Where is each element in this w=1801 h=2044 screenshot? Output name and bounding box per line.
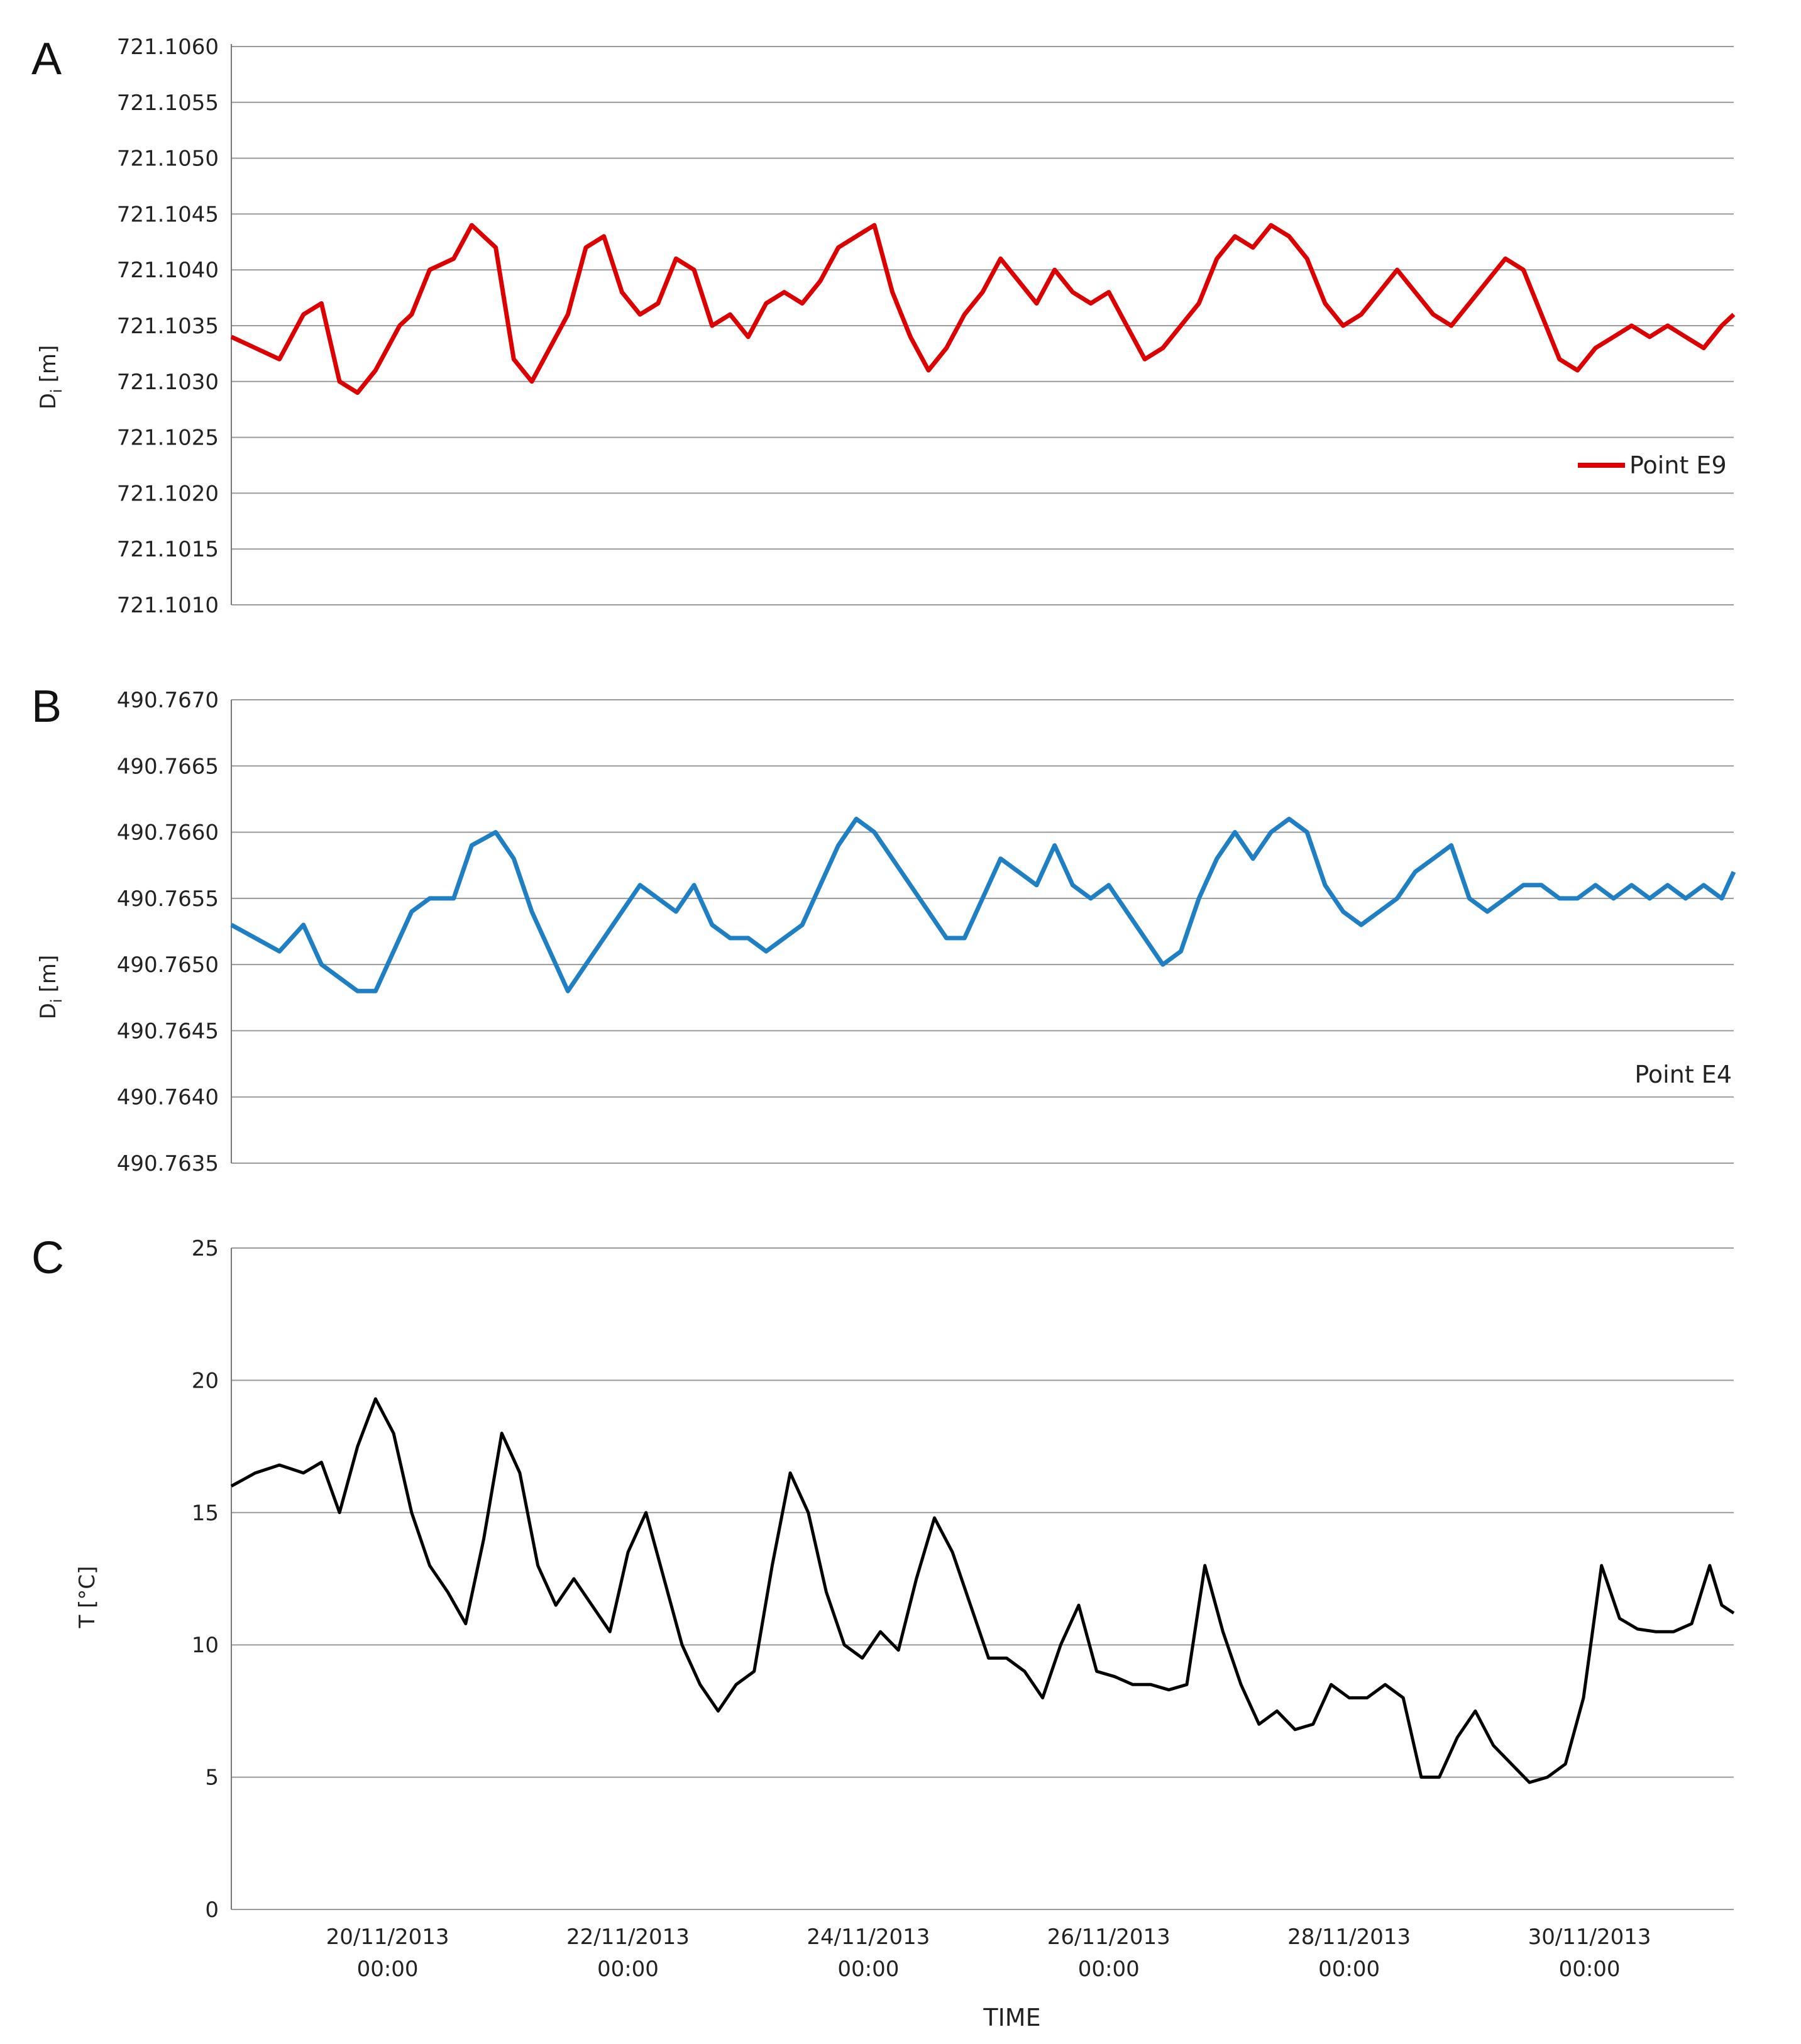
- panel-c-x-axis-label: TIME: [983, 2004, 1040, 2031]
- panel-c-y-tick-label: 5: [205, 1765, 219, 1791]
- panel-c-gridlines: [231, 1247, 1734, 1910]
- panel-c-x-tick-date: 24/11/2013: [807, 1925, 930, 1950]
- panel-c-y-tick-labels: 0 5 10 15 20 25: [192, 1236, 219, 1923]
- panel-a-legend-label: Point E9: [1629, 451, 1727, 479]
- panel-b: B 490.7635490.7640490.7645490.7650490.76…: [31, 682, 1736, 1176]
- panel-c-x-tick-time: 00:00: [357, 1957, 419, 1982]
- panel-c-y-tick-label: 10: [192, 1633, 219, 1658]
- panel-c-x-tick-time: 00:00: [1318, 1957, 1380, 1982]
- panel-b-y-tick-label: 490.7645: [117, 1019, 219, 1044]
- panel-a: A 721.1010721.1015721.1020721.1025721.10…: [31, 34, 1736, 618]
- panel-letter-c: C: [31, 1233, 64, 1283]
- panel-c-series-line: [230, 1397, 1735, 1784]
- panel-b-y-axis-label: Di[m]: [36, 955, 65, 1020]
- panel-c-x-tick-date: 30/11/2013: [1528, 1925, 1651, 1950]
- panel-a-y-tick-label: 721.1040: [117, 258, 219, 283]
- panel-c-x-tick-time: 00:00: [1078, 1957, 1140, 1982]
- panel-b-series: [230, 817, 1736, 993]
- panel-a-series-line: [230, 223, 1736, 395]
- panel-a-y-tick-label: 721.1050: [117, 146, 219, 172]
- panel-a-y-tick-label: 721.1055: [117, 91, 219, 116]
- panel-a-y-tick-label: 721.1030: [117, 370, 219, 395]
- panel-b-y-tick-label: 490.7655: [117, 887, 219, 912]
- panel-c-x-tick-labels: 20/11/2013 00:00 22/11/2013 00:00 24/11/2013…: [326, 1925, 1651, 1982]
- panel-letter-a: A: [31, 34, 62, 84]
- panel-letter-b: B: [31, 682, 62, 732]
- panel-c-y-tick-label: 0: [205, 1898, 219, 1923]
- panel-c-x-tick-time: 00:00: [597, 1957, 659, 1982]
- panel-c-y-tick-label: 20: [192, 1368, 219, 1393]
- panel-c-x-tick-date: 20/11/2013: [326, 1925, 449, 1950]
- panel-b-y-tick-label: 490.7650: [117, 953, 219, 978]
- panel-a-y-tick-label: 721.1010: [117, 593, 219, 618]
- panel-a-y-tick-label: 721.1020: [117, 481, 219, 506]
- panel-b-y-tick-label: 490.7665: [117, 754, 219, 779]
- panel-c-y-tick-label: 25: [192, 1236, 219, 1261]
- panel-b-y-tick-label: 490.7670: [117, 688, 219, 713]
- panel-a-gridlines: [231, 46, 1734, 605]
- panel-c-x-tick-date: 28/11/2013: [1287, 1925, 1411, 1950]
- panel-b-y-tick-label: 490.7640: [117, 1085, 219, 1110]
- panel-c-y-axis-label: T [°C]: [75, 1566, 100, 1629]
- panel-b-y-tick-label: 490.7635: [117, 1151, 219, 1176]
- panel-b-legend-label: Point E4: [1634, 1061, 1732, 1088]
- panel-c: C 0 5 10 15 20 25 T [°C] 20/11/2013 00:00 22/11…: [31, 1233, 1735, 2031]
- panel-b-series-line: [230, 817, 1736, 993]
- panel-c-x-tick-date: 22/11/2013: [566, 1925, 690, 1950]
- panel-a-y-tick-labels: 721.1010 721.1015 721.1020 721.1025 721.1030…: [117, 35, 219, 618]
- panel-a-y-tick-label: 721.1060: [117, 35, 219, 60]
- panel-b-gridlines: [231, 699, 1734, 1164]
- panel-c-y-tick-label: 15: [192, 1501, 219, 1526]
- panel-a-y-tick-label: 721.1045: [117, 202, 219, 227]
- panel-a-series: [230, 223, 1736, 395]
- panel-c-x-tick-time: 00:00: [837, 1957, 899, 1982]
- panel-a-y-tick-label: 721.1025: [117, 426, 219, 451]
- panel-c-x-tick-time: 00:00: [1559, 1957, 1621, 1982]
- panel-c-series: [230, 1397, 1735, 1784]
- panel-a-y-tick-label: 721.1035: [117, 314, 219, 339]
- panel-b-y-tick-label: 490.7660: [117, 820, 219, 846]
- panel-b-y-tick-labels: 490.7635 490.7640 490.7645 490.7650 490.7655…: [117, 688, 219, 1176]
- panel-c-x-tick-date: 26/11/2013: [1047, 1925, 1170, 1950]
- panel-a-y-axis-label: Di[m]: [36, 345, 65, 410]
- panel-a-y-tick-label: 721.1015: [117, 537, 219, 562]
